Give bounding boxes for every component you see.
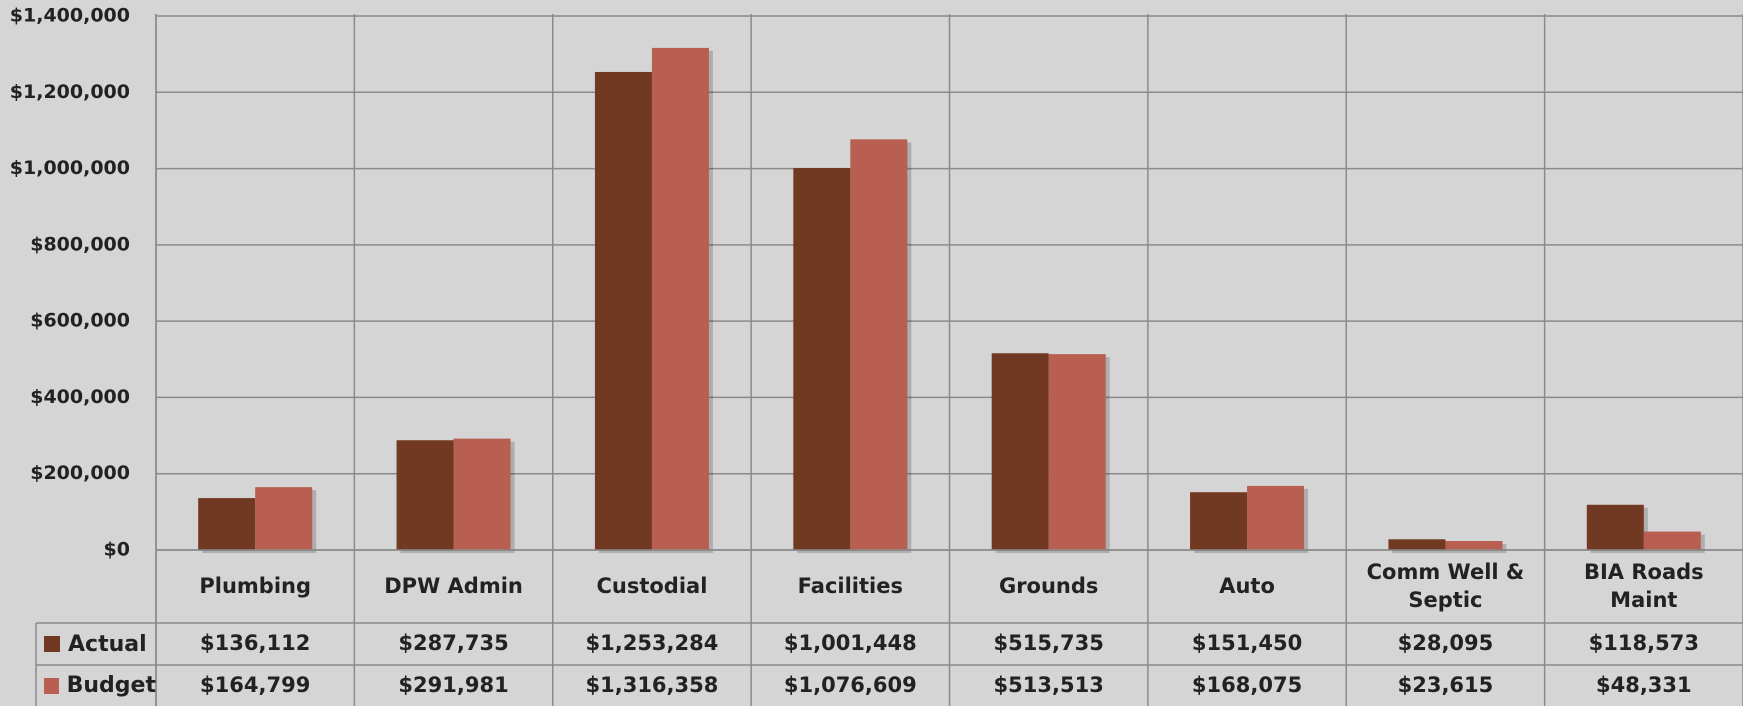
bar [793, 168, 851, 551]
legend-entry: Actual [36, 623, 156, 665]
y-tick-label: $600,000 [30, 310, 130, 332]
category-label: Grounds [998, 573, 1099, 598]
legend-entry: Budget [36, 665, 156, 706]
table-value: $23,615 [1397, 672, 1494, 697]
table-value: $513,513 [993, 672, 1104, 697]
bar [1586, 504, 1644, 550]
bar [651, 47, 709, 551]
bar [255, 487, 313, 550]
category-label: Plumbing [199, 573, 311, 598]
category-label: Comm Well & Septic [1366, 560, 1525, 612]
y-tick-label: $400,000 [30, 386, 130, 408]
category-label: Custodial [596, 573, 708, 598]
table-value: $1,316,358 [585, 672, 719, 697]
table-value: $28,095 [1397, 631, 1494, 656]
table-value: $168,075 [1191, 672, 1303, 697]
y-tick-label: $0 [104, 539, 130, 561]
bar [594, 71, 652, 551]
bar [850, 139, 908, 550]
bar [198, 498, 256, 550]
legend-swatch [44, 636, 60, 652]
legend-swatch [44, 677, 59, 694]
table-value: $48,331 [1595, 672, 1692, 697]
y-tick-label: $200,000 [30, 462, 130, 484]
y-tick-label: $1,400,000 [10, 5, 130, 27]
category-label: BIA Roads Maint [1583, 560, 1704, 612]
table-value: $151,450 [1191, 631, 1303, 656]
y-tick-label: $1,200,000 [10, 81, 130, 103]
table-value: $164,799 [200, 672, 311, 697]
table-value: $1,253,284 [585, 631, 719, 656]
y-tick-label: $1,000,000 [10, 157, 130, 179]
bar [396, 440, 454, 550]
bar [1190, 492, 1248, 550]
bar [1048, 354, 1106, 550]
bar [1643, 531, 1701, 550]
table-value: $118,573 [1588, 631, 1699, 656]
category-label: Auto [1219, 573, 1275, 598]
bar [1247, 485, 1305, 550]
table-value: $1,076,609 [783, 672, 917, 697]
y-tick-label: $800,000 [30, 233, 130, 255]
legend-label: Actual [68, 631, 147, 657]
legend-label: Budget [66, 673, 156, 698]
table-value: $515,735 [993, 631, 1104, 656]
category-label: Facilities [797, 573, 903, 598]
table-value: $291,981 [398, 672, 509, 697]
bar [1445, 540, 1503, 550]
bar [453, 438, 511, 550]
bar [1388, 539, 1446, 550]
category-label: DPW Admin [384, 573, 523, 598]
table-value: $1,001,448 [783, 631, 917, 656]
bar [991, 353, 1049, 550]
table-value: $287,735 [398, 631, 509, 656]
table-value: $136,112 [200, 631, 311, 656]
